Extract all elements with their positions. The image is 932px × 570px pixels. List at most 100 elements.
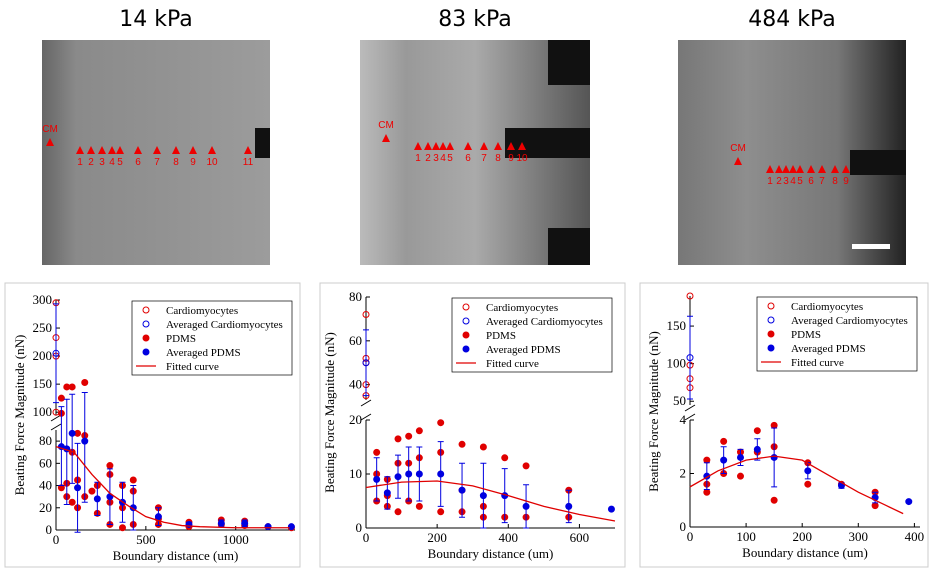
point	[736, 453, 744, 461]
marker	[766, 165, 774, 173]
marker-label: CM	[730, 143, 746, 154]
legend-label: Averaged PDMS	[166, 347, 241, 359]
legend-swatch	[462, 317, 470, 325]
point	[362, 311, 370, 319]
marker-label: 3	[433, 153, 439, 164]
point	[458, 486, 466, 494]
y-tick-label: 60	[39, 455, 52, 470]
point	[905, 498, 913, 506]
axis-break	[360, 399, 372, 407]
marker	[432, 142, 440, 150]
y-tick-label: 0	[356, 520, 363, 535]
marker	[46, 138, 54, 146]
point	[129, 476, 137, 484]
image-title: 14 kPa	[119, 7, 193, 32]
point	[703, 488, 711, 496]
marker	[108, 146, 116, 154]
chart-frame	[319, 282, 626, 568]
point	[871, 502, 879, 510]
x-axis-label: Boundary distance (um)	[742, 545, 868, 560]
marker	[775, 165, 783, 173]
point	[415, 470, 423, 478]
marker-label: 4	[440, 153, 446, 164]
legend-swatch	[142, 334, 150, 342]
chart-frame	[4, 282, 301, 568]
point	[383, 489, 391, 497]
y-tick-label: 0	[680, 519, 687, 534]
legend-box	[756, 296, 918, 372]
y-tick-label: 40	[39, 478, 52, 493]
marker-label: CM	[42, 124, 58, 135]
legend-label: Averaged Cardiomyocytes	[791, 315, 908, 327]
y-tick-label: 60	[349, 333, 362, 348]
marker-label: 1	[415, 153, 421, 164]
y-tick-label: 150	[33, 376, 53, 391]
x-tick-label: 0	[687, 529, 694, 544]
marker-label: 10	[206, 157, 218, 168]
point	[804, 467, 812, 475]
x-tick-label: 1000	[223, 532, 249, 547]
marker-label: CM	[378, 120, 394, 131]
marker-label: 4	[109, 157, 115, 168]
point	[720, 456, 728, 464]
x-tick-label: 500	[136, 532, 156, 547]
y-tick-label: 300	[33, 292, 53, 307]
fitted-curve	[365, 480, 616, 522]
point	[217, 519, 225, 527]
x-tick-label: 400	[905, 529, 925, 544]
marker-label: 1	[77, 157, 83, 168]
marker-label: 8	[495, 153, 501, 164]
point	[68, 383, 76, 391]
marker	[172, 146, 180, 154]
point	[437, 470, 445, 478]
marker	[98, 146, 106, 154]
point	[68, 498, 76, 506]
x-tick-label: 200	[792, 529, 812, 544]
y-tick-label: 80	[349, 289, 362, 304]
legend-label: PDMS	[791, 329, 821, 341]
point	[437, 419, 445, 427]
point	[93, 495, 101, 503]
marker-label: 2	[425, 153, 431, 164]
legend-label: Fitted curve	[486, 358, 539, 370]
point	[405, 432, 413, 440]
point	[74, 484, 82, 492]
point	[415, 427, 423, 435]
point	[154, 513, 162, 521]
marker	[382, 134, 390, 142]
marker-label: 3	[99, 157, 105, 168]
legend-swatch	[142, 306, 150, 314]
marker-label: 8	[832, 176, 838, 187]
marker	[494, 142, 502, 150]
point	[362, 359, 370, 367]
legend-swatch	[142, 320, 150, 328]
marker	[208, 146, 216, 154]
y-tick-label: 80	[39, 433, 52, 448]
y-tick-label: 2	[680, 466, 687, 481]
legend-swatch	[462, 345, 470, 353]
marker	[76, 146, 84, 154]
legend-label: Averaged PDMS	[791, 343, 866, 355]
point	[720, 437, 728, 445]
point	[565, 502, 573, 510]
y-tick-label: 250	[33, 320, 53, 335]
marker	[116, 146, 124, 154]
y-axis-label: Beating Force Magnitude (nN)	[646, 331, 661, 492]
point	[479, 443, 487, 451]
legend-box	[451, 297, 613, 373]
point	[753, 427, 761, 435]
axis-break	[50, 423, 62, 431]
image-title: 83 kPa	[438, 7, 512, 32]
legend-label: PDMS	[486, 330, 516, 342]
point	[437, 508, 445, 516]
legend-label: Fitted curve	[791, 357, 844, 369]
legend-swatch	[767, 344, 775, 352]
marker	[831, 165, 839, 173]
marker-label: 10	[516, 153, 528, 164]
error-bar	[69, 393, 76, 484]
marker	[796, 165, 804, 173]
x-tick-label: 200	[427, 530, 447, 545]
error-bar	[81, 392, 88, 503]
scale-bar	[852, 244, 890, 249]
axis-break	[360, 413, 372, 421]
